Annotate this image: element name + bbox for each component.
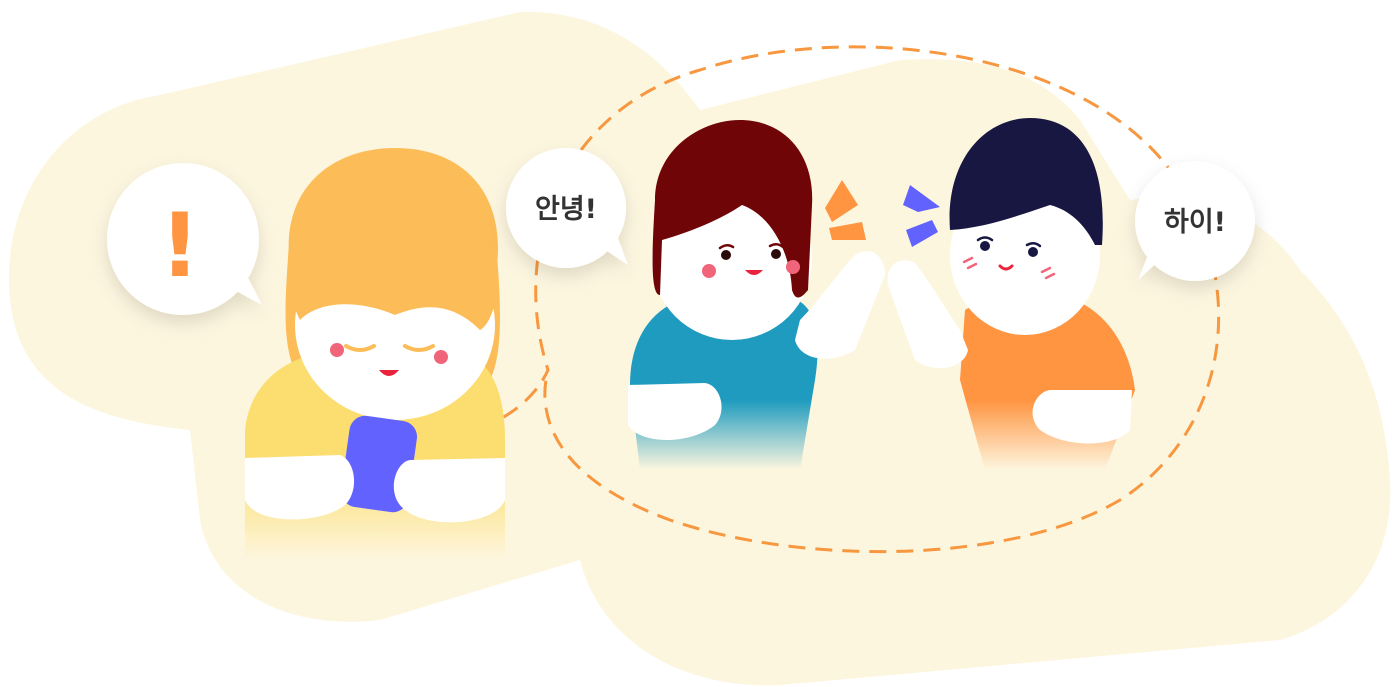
girl-left-arm	[245, 455, 355, 520]
girl-hair-top	[288, 148, 499, 330]
highfive-burst-blue	[903, 185, 940, 247]
hello-right-speech-bubble	[1135, 161, 1255, 281]
man-hair	[949, 118, 1103, 245]
girl-right-cheek	[434, 350, 448, 364]
highfive-burst-orange	[825, 180, 866, 240]
girl-right-arm	[393, 458, 505, 523]
exclaim-bubble-text: !	[160, 194, 200, 297]
girl-with-phone	[245, 148, 505, 560]
hello-left-text: 안녕!	[535, 194, 597, 225]
man-lower-arm	[1032, 390, 1132, 444]
woman-highfive	[628, 120, 885, 470]
man-raised-arm	[887, 260, 968, 369]
woman-lower-arm	[628, 383, 722, 440]
exclaim-speech-bubble	[107, 163, 262, 315]
hello-left-speech-bubble	[506, 148, 628, 268]
woman-hair	[652, 120, 813, 298]
man-highfive	[887, 118, 1135, 470]
woman-raised-arm	[795, 251, 885, 359]
girl-left-cheek	[330, 343, 344, 357]
hello-right-text: 하이!	[1164, 207, 1226, 238]
girl-mouth	[379, 370, 399, 376]
